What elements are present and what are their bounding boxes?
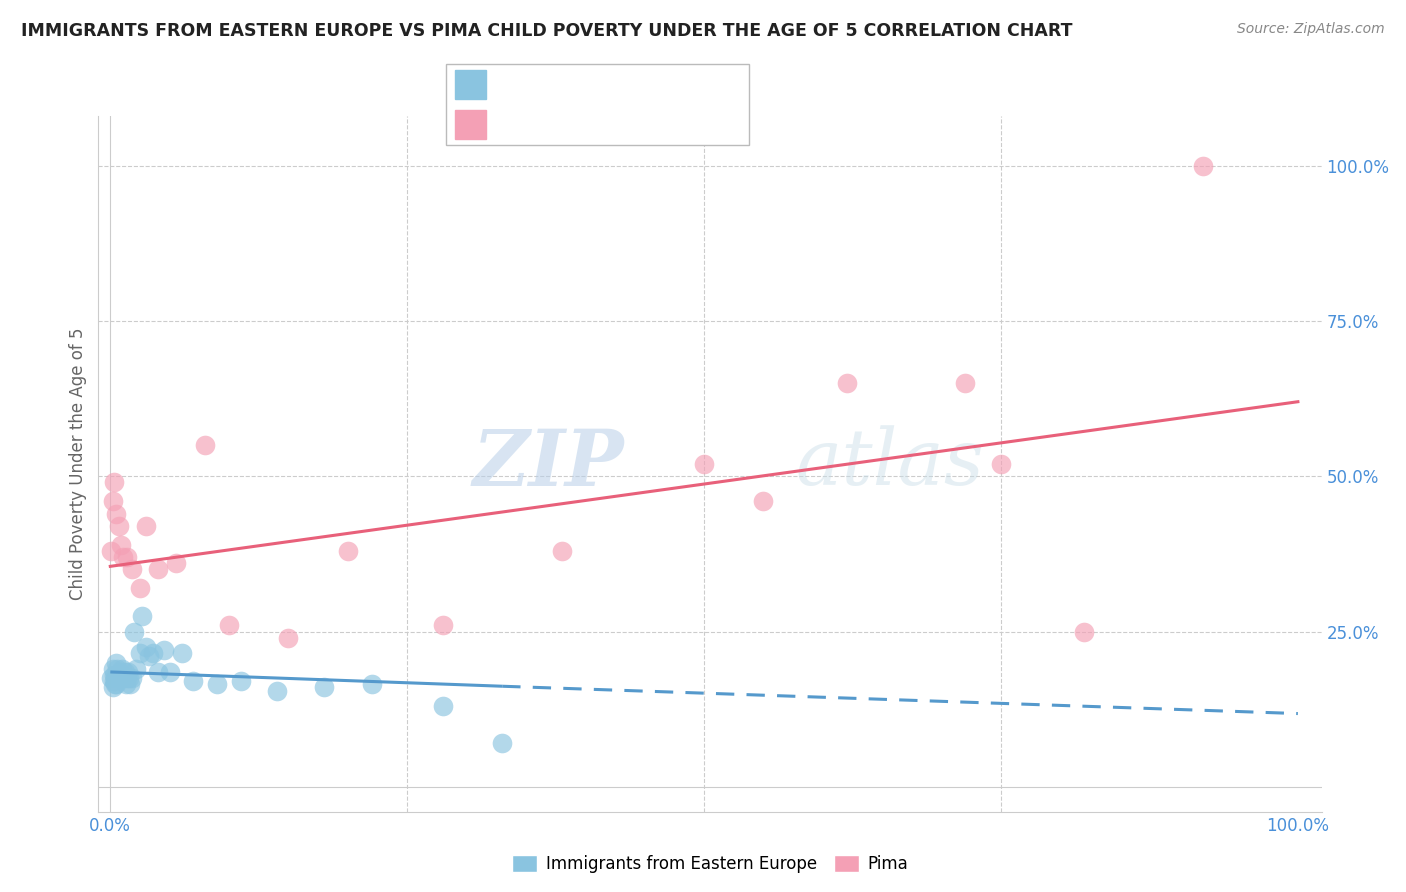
Point bbox=[131, 609, 153, 624]
Point bbox=[107, 519, 129, 533]
Point bbox=[110, 538, 132, 552]
Text: Source: ZipAtlas.com: Source: ZipAtlas.com bbox=[1237, 22, 1385, 37]
Point bbox=[104, 671, 127, 685]
Text: R =: R = bbox=[498, 77, 531, 92]
Point bbox=[118, 671, 141, 685]
Point bbox=[183, 674, 205, 689]
Bar bbox=[456, 70, 486, 99]
Bar bbox=[456, 110, 486, 139]
Point bbox=[142, 646, 165, 660]
Point bbox=[105, 677, 128, 691]
Point bbox=[752, 494, 775, 508]
Point bbox=[491, 736, 513, 750]
Text: N =: N = bbox=[623, 117, 658, 132]
Point bbox=[103, 668, 125, 682]
Point bbox=[110, 671, 132, 685]
Point bbox=[312, 681, 335, 695]
Point bbox=[194, 438, 217, 452]
Point bbox=[693, 457, 716, 471]
Point bbox=[277, 631, 299, 645]
Point bbox=[107, 662, 129, 676]
Point bbox=[125, 662, 148, 676]
Point bbox=[114, 665, 136, 679]
Point bbox=[103, 475, 125, 490]
Point bbox=[122, 624, 145, 639]
Point bbox=[101, 494, 124, 508]
Text: IMMIGRANTS FROM EASTERN EUROPE VS PIMA CHILD POVERTY UNDER THE AGE OF 5 CORRELAT: IMMIGRANTS FROM EASTERN EUROPE VS PIMA C… bbox=[21, 22, 1073, 40]
Point bbox=[108, 665, 131, 679]
Text: R =: R = bbox=[498, 117, 531, 132]
Text: N =: N = bbox=[623, 77, 658, 92]
Y-axis label: Child Poverty Under the Age of 5: Child Poverty Under the Age of 5 bbox=[69, 327, 87, 600]
Point bbox=[266, 683, 288, 698]
Point bbox=[107, 671, 129, 685]
Point bbox=[121, 671, 143, 685]
Point bbox=[135, 640, 157, 654]
Point bbox=[105, 507, 128, 521]
Point bbox=[104, 677, 127, 691]
Point bbox=[990, 457, 1012, 471]
Point bbox=[1192, 159, 1215, 173]
Point bbox=[835, 376, 858, 390]
Legend: Immigrants from Eastern Europe, Pima: Immigrants from Eastern Europe, Pima bbox=[506, 848, 914, 880]
Point bbox=[115, 671, 138, 685]
Text: 0.431: 0.431 bbox=[541, 117, 592, 132]
Point bbox=[111, 662, 134, 676]
Point bbox=[955, 376, 977, 390]
Point bbox=[550, 543, 572, 558]
Point bbox=[114, 677, 136, 691]
Point bbox=[129, 581, 152, 595]
Point bbox=[360, 677, 382, 691]
Point bbox=[146, 665, 169, 679]
Point bbox=[129, 646, 152, 660]
Point bbox=[229, 674, 252, 689]
Point bbox=[101, 662, 124, 676]
Point bbox=[115, 549, 138, 564]
Text: 26: 26 bbox=[669, 117, 689, 132]
FancyBboxPatch shape bbox=[446, 64, 749, 145]
Point bbox=[112, 549, 135, 564]
Point bbox=[152, 643, 174, 657]
Point bbox=[159, 665, 181, 679]
Text: -0.072: -0.072 bbox=[541, 77, 593, 92]
Point bbox=[432, 618, 454, 632]
Point bbox=[1073, 624, 1095, 639]
Point bbox=[205, 677, 228, 691]
Point bbox=[117, 665, 139, 679]
Point bbox=[121, 562, 143, 576]
Point bbox=[100, 543, 122, 558]
Point bbox=[105, 656, 128, 670]
Text: ZIP: ZIP bbox=[472, 425, 624, 502]
Point bbox=[218, 618, 240, 632]
Point bbox=[432, 699, 454, 714]
Text: 41: 41 bbox=[669, 77, 689, 92]
Point bbox=[112, 671, 135, 685]
Point bbox=[100, 671, 122, 685]
Point bbox=[101, 681, 124, 695]
Point bbox=[103, 674, 125, 689]
Text: atlas: atlas bbox=[796, 425, 984, 502]
Point bbox=[165, 556, 187, 570]
Point bbox=[138, 649, 160, 664]
Point bbox=[120, 677, 142, 691]
Point bbox=[135, 519, 157, 533]
Point bbox=[146, 562, 169, 576]
Point bbox=[170, 646, 193, 660]
Point bbox=[336, 543, 359, 558]
